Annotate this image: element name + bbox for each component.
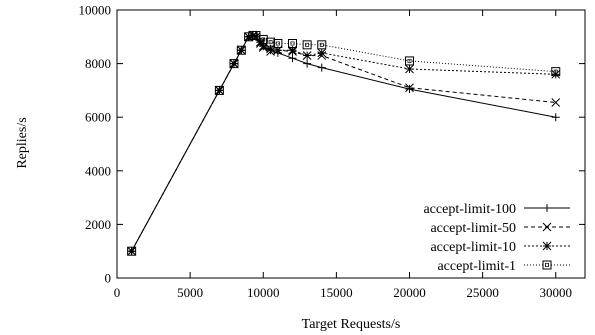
x-tick-label: 10000 — [247, 285, 280, 300]
y-axis: 0 2000 4000 6000 8000 10000 — [79, 3, 585, 286]
y-tick-label: 2000 — [85, 217, 111, 232]
data-point — [266, 37, 276, 47]
data-point — [551, 113, 560, 122]
series-line — [131, 34, 556, 252]
legend-label: accept-limit-10 — [430, 240, 516, 255]
data-point — [405, 83, 414, 93]
y-tick-label: 8000 — [85, 56, 111, 71]
legend-marker — [542, 241, 552, 251]
x-axis: 0 5000 10000 15000 20000 25000 30000 — [114, 10, 572, 300]
x-tick-label: 15000 — [320, 285, 353, 300]
y-tick-label: 10000 — [79, 3, 112, 18]
data-point — [551, 67, 561, 77]
legend-label: accept-limit-100 — [423, 202, 516, 217]
data-point — [258, 34, 268, 44]
x-axis-label: Target Requests/s — [302, 317, 401, 332]
legend-marker — [543, 204, 551, 212]
data-point — [229, 59, 239, 69]
series-line — [131, 34, 556, 252]
data-point — [288, 39, 297, 48]
series-line — [131, 34, 556, 252]
y-tick-label: 6000 — [85, 110, 111, 125]
y-axis-label: Replies/s — [15, 117, 30, 168]
y-tick-label: 0 — [105, 271, 112, 286]
data-point — [302, 40, 312, 50]
data-point — [273, 45, 283, 55]
x-tick-label: 20000 — [393, 285, 426, 300]
x-tick-label: 25000 — [466, 285, 499, 300]
data-point — [288, 54, 297, 63]
legend-label: accept-limit-50 — [430, 221, 516, 236]
legend-item: accept-limit-50 — [430, 221, 570, 236]
data-point — [551, 98, 561, 107]
data-point — [288, 45, 297, 55]
y-tick-label: 4000 — [85, 163, 111, 178]
legend: accept-limit-100 accept-limit-50 accept-li… — [423, 202, 570, 274]
data-point — [273, 39, 283, 48]
data-point — [317, 48, 327, 58]
x-tick-label: 5000 — [177, 285, 203, 300]
legend-item: accept-limit-100 — [423, 202, 570, 217]
legend-marker — [542, 222, 552, 232]
data-point — [266, 44, 275, 54]
series-line — [131, 35, 556, 252]
series-accept-limit-1 — [127, 30, 561, 256]
legend-item: accept-limit-10 — [430, 240, 570, 255]
data-point — [317, 40, 327, 50]
x-tick-label: 0 — [114, 285, 121, 300]
data-point — [258, 41, 268, 51]
data-point — [317, 63, 326, 72]
data-point — [255, 37, 265, 47]
data-point — [405, 56, 414, 66]
plot-frame — [116, 9, 586, 279]
data-point — [405, 64, 414, 74]
data-point — [303, 59, 312, 68]
data-point — [302, 51, 312, 60]
legend-item: accept-limit-1 — [437, 259, 570, 274]
legend-marker — [542, 260, 552, 270]
data-point — [551, 69, 561, 79]
data-point — [214, 85, 224, 95]
data-point — [127, 246, 137, 256]
x-tick-label: 30000 — [540, 285, 573, 300]
data-point — [405, 85, 414, 94]
legend-label: accept-limit-1 — [437, 259, 516, 274]
series-layer — [127, 30, 561, 256]
data-point — [236, 45, 246, 55]
